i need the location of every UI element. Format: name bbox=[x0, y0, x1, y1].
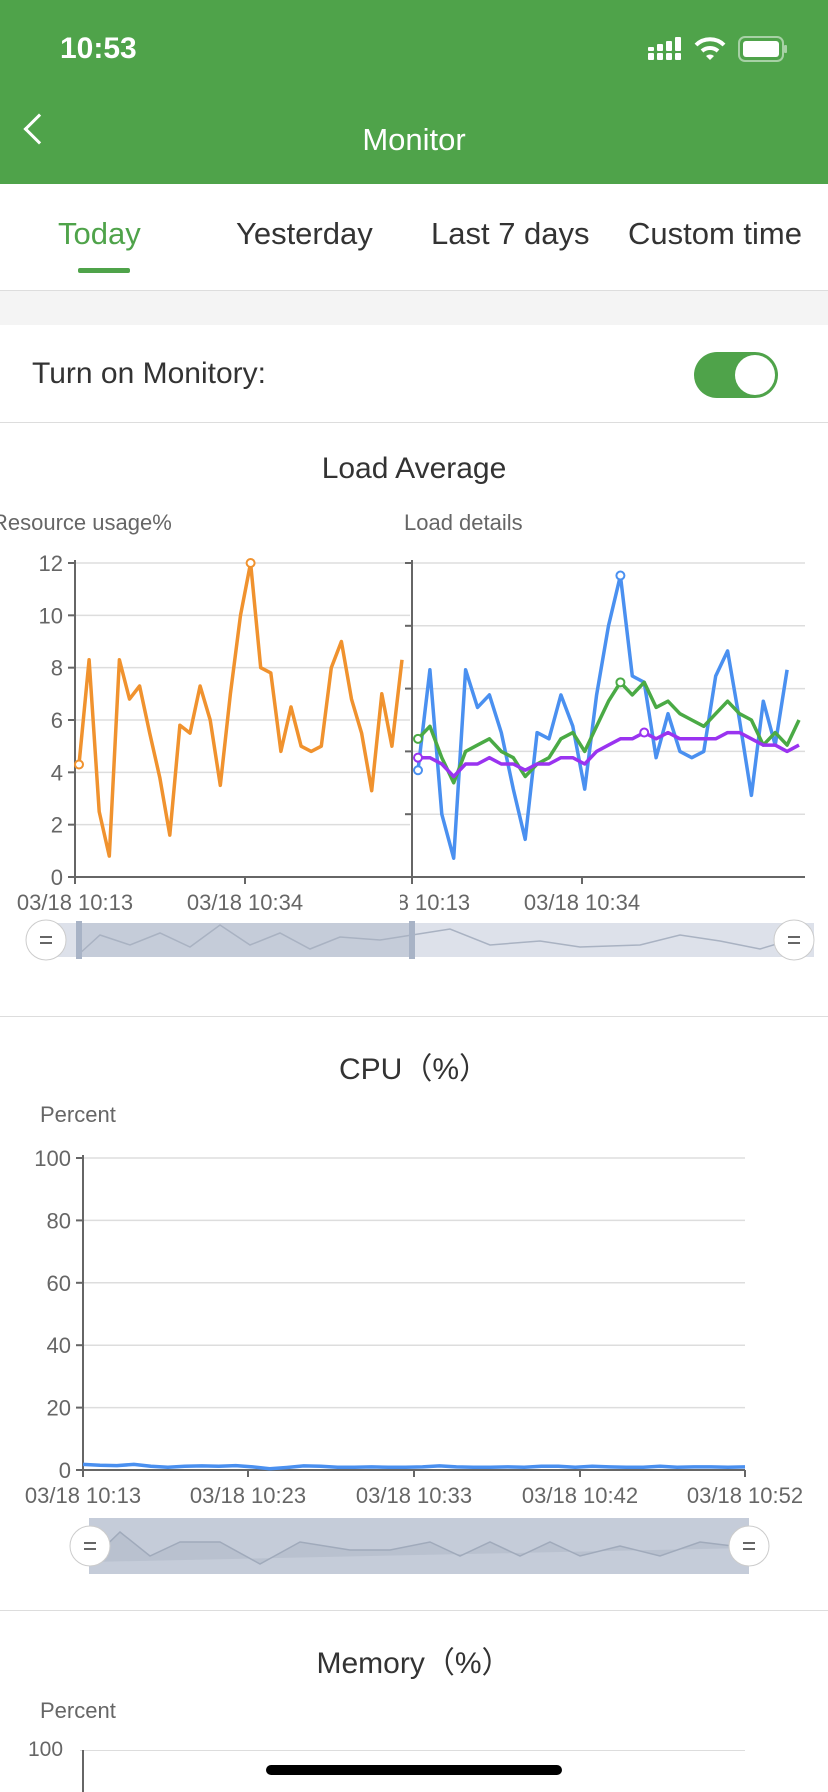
load-zoom-slider[interactable] bbox=[20, 915, 820, 965]
series-line-1min bbox=[416, 573, 789, 860]
data-point-marker bbox=[413, 765, 423, 776]
slider-handle-left[interactable] bbox=[76, 921, 82, 959]
status-time: 10:53 bbox=[60, 32, 137, 65]
slider-handle-right[interactable] bbox=[409, 921, 415, 959]
cpu-y-label: Percent bbox=[40, 1102, 116, 1127]
data-point-marker bbox=[245, 558, 256, 568]
status-icons bbox=[648, 36, 788, 62]
series-line-15min bbox=[418, 730, 800, 779]
y-tick-label: 0 bbox=[59, 1458, 71, 1483]
series-line-5min bbox=[416, 680, 801, 785]
monitor-toggle-row: Turn on Monitory: bbox=[0, 325, 828, 423]
data-point-marker bbox=[639, 727, 650, 738]
cpu-zoom-slider[interactable] bbox=[60, 1512, 780, 1582]
y-tick-label: 6 bbox=[51, 708, 63, 733]
home-indicator bbox=[266, 1765, 562, 1775]
y-tick-label: 60 bbox=[47, 1271, 71, 1296]
series-line-cpu bbox=[82, 1462, 746, 1471]
active-tab-indicator bbox=[78, 268, 130, 273]
x-tick-label: 03/18 10:33 bbox=[356, 1483, 472, 1508]
nav-header: 10:53 Monitor bbox=[0, 0, 828, 184]
x-tick-label: 03/18 10:52 bbox=[687, 1483, 803, 1508]
memory-title: Memory（%） bbox=[316, 1647, 512, 1680]
y-tick-label: 0 bbox=[51, 865, 63, 890]
section-spacer bbox=[0, 291, 828, 325]
data-point-marker bbox=[413, 752, 423, 763]
y-tick-label: 100 bbox=[34, 1146, 71, 1171]
resource-chart-label: Resource usage% bbox=[0, 510, 172, 535]
slider-end-knob[interactable] bbox=[728, 1525, 770, 1567]
tab-yesterday[interactable]: Yesterday bbox=[236, 216, 373, 251]
date-range-tabs: Today Yesterday Last 7 days Custom time bbox=[0, 184, 828, 291]
y-tick-label: 4 bbox=[51, 760, 63, 785]
data-point-marker bbox=[413, 733, 423, 744]
data-point-marker bbox=[74, 759, 84, 770]
cpu-title: CPU（%） bbox=[338, 1053, 489, 1086]
x-tick-label: 03/18 10:13 bbox=[400, 890, 470, 915]
y-tick-label: 2 bbox=[51, 813, 63, 838]
tab-last-7-days[interactable]: Last 7 days bbox=[431, 216, 590, 251]
resource-usage-chart: 0 2 4 6 8 10 12 03/18 10:13 03/18 10:34 bbox=[17, 551, 410, 915]
series-line-resource bbox=[77, 561, 404, 858]
tab-custom-time[interactable]: Custom time bbox=[628, 216, 802, 251]
x-tick-label: 03/18 10:23 bbox=[190, 1483, 306, 1508]
x-tick-label: 03/18 10:13 bbox=[17, 890, 133, 915]
y-tick-label: 10 bbox=[39, 603, 63, 628]
monitor-toggle-switch[interactable] bbox=[694, 352, 778, 398]
data-point-marker bbox=[615, 570, 626, 581]
x-tick-label: 03/18 10:13 bbox=[25, 1483, 141, 1508]
y-tick-label: 80 bbox=[47, 1208, 71, 1233]
divider bbox=[0, 1016, 828, 1017]
slider-start-knob[interactable] bbox=[69, 1525, 111, 1567]
memory-gridline bbox=[80, 1750, 745, 1751]
memory-y-axis bbox=[82, 1750, 84, 1792]
slider-start-knob[interactable] bbox=[25, 919, 67, 961]
memory-y-label: Percent bbox=[40, 1698, 116, 1723]
y-tick-label: 20 bbox=[47, 1396, 71, 1421]
data-point-marker bbox=[615, 677, 626, 688]
signal-icon bbox=[648, 37, 681, 60]
page-title: Monitor bbox=[362, 122, 466, 157]
monitor-toggle-label: Turn on Monitory: bbox=[32, 357, 266, 390]
y-tick-label: 40 bbox=[47, 1333, 71, 1358]
slider-end-knob[interactable] bbox=[773, 919, 815, 961]
tab-today[interactable]: Today bbox=[58, 216, 141, 251]
load-chart-label: Load details bbox=[404, 510, 523, 535]
divider bbox=[0, 1610, 828, 1611]
x-tick-label: 03/18 10:34 bbox=[187, 890, 303, 915]
load-average-title: Load Average bbox=[321, 452, 507, 485]
memory-y-tick: 100 bbox=[28, 1738, 64, 1761]
wifi-icon bbox=[694, 37, 726, 60]
y-tick-label: 8 bbox=[51, 656, 63, 681]
cpu-chart: 0 20 40 60 80 100 03/18 10:13 03/18 10:23 03/18 … bbox=[25, 1146, 803, 1508]
y-tick-label: 12 bbox=[39, 551, 63, 576]
x-tick-label: 03/18 10:34 bbox=[524, 890, 640, 915]
x-tick-label: 03/18 10:42 bbox=[522, 1483, 638, 1508]
battery-icon bbox=[738, 36, 787, 62]
toggle-knob bbox=[735, 355, 775, 395]
